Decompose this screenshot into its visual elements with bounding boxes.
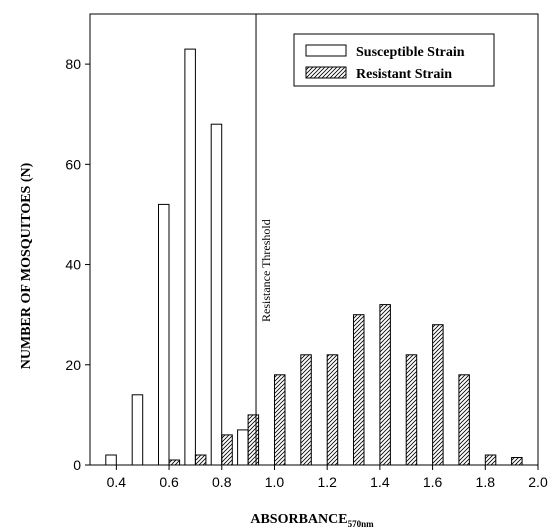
x-tick-label: 1.2 [317, 474, 337, 490]
susceptible-bar [105, 454, 117, 466]
legend-label-susceptible: Susceptible Strain [356, 45, 465, 60]
x-tick-label: 1.8 [476, 474, 496, 490]
x-tick-label: 0.6 [159, 474, 179, 490]
x-tick-label: 1.0 [265, 474, 285, 490]
resistant-bar [511, 457, 523, 466]
x-tick-label: 0.4 [107, 474, 127, 490]
y-tick-label: 40 [65, 257, 81, 273]
y-tick-label: 20 [65, 357, 81, 373]
resistant-bar [379, 304, 391, 466]
susceptible-bar [184, 48, 196, 466]
resistant-bar [300, 354, 312, 466]
resistant-bar [168, 459, 181, 466]
ticks-layer: 0.4 0.6 0.8 1.0 1.2 1.4 1.6 1.8 2.0 0 20 40 60 80 [65, 56, 548, 490]
y-axis-title: NUMBER OF MOSQUITOES (N) [19, 162, 34, 369]
legend-swatch-resistant [305, 66, 347, 79]
resistant-bar [353, 314, 365, 466]
resistant-bar [274, 374, 286, 466]
y-tick-label: 0 [73, 457, 81, 473]
legend-swatch-susceptible [305, 44, 347, 57]
resistant-bar [484, 454, 497, 466]
resistant-bar [247, 414, 260, 466]
y-tick-label: 80 [65, 56, 81, 72]
x-axis-title-main: ABSORBANCE [250, 512, 347, 527]
x-axis-title-subscript: 570nm [348, 519, 375, 529]
susceptible-bar [237, 429, 249, 466]
threshold-label: Resistance Threshold [259, 219, 273, 322]
susceptible-bar [210, 123, 223, 466]
x-axis-title: ABSORBANCE570nm [250, 512, 374, 529]
bars-layer [105, 48, 523, 466]
susceptible-bar [158, 203, 170, 466]
x-tick-label: 1.4 [370, 474, 390, 490]
resistant-bar [458, 374, 470, 466]
plot-frame [89, 13, 539, 466]
resistant-bar [326, 354, 339, 466]
susceptible-bar [131, 394, 144, 466]
x-tick-label: 2.0 [528, 474, 548, 490]
legend: Susceptible Strain Resistant Strain [293, 33, 495, 87]
resistant-bar [221, 434, 233, 466]
resistant-bar [432, 324, 444, 466]
legend-label-resistant: Resistant Strain [356, 67, 452, 82]
x-tick-label: 1.6 [423, 474, 443, 490]
x-tick-label: 0.8 [212, 474, 232, 490]
resistant-bar [194, 454, 207, 466]
y-tick-label: 60 [65, 156, 81, 172]
resistant-bar [405, 354, 418, 466]
